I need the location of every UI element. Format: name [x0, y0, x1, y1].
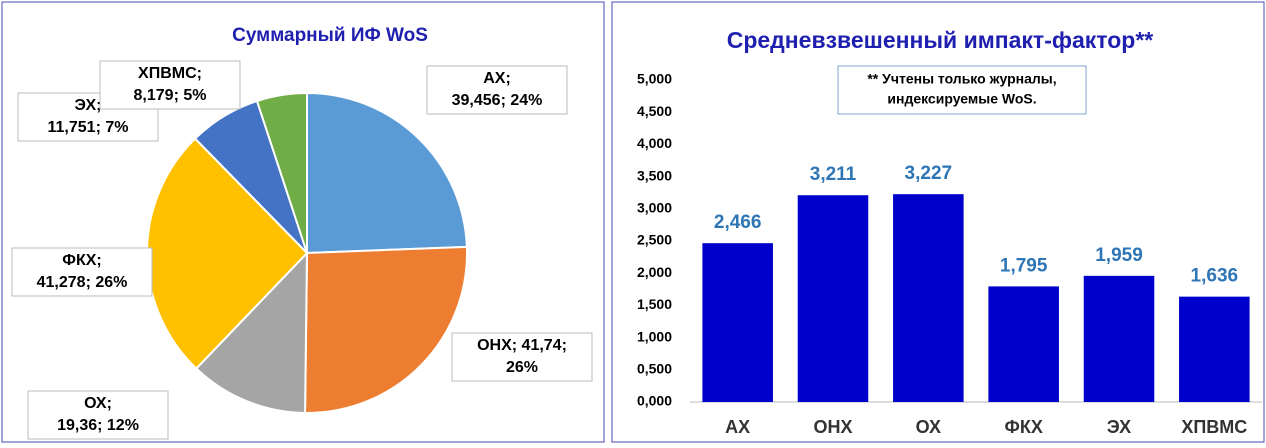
- bar: [702, 243, 773, 402]
- bar: [1179, 296, 1250, 402]
- bar: [893, 194, 964, 402]
- x-tick-label: ЭХ: [1107, 417, 1131, 437]
- pie-slice: [304, 245, 468, 414]
- data-label: ОНХ; 41,74;: [477, 337, 567, 354]
- x-tick-label: ОХ: [916, 417, 941, 437]
- data-label: 19,36; 12%: [57, 417, 139, 434]
- bar: [1083, 275, 1155, 402]
- label-box: [11, 247, 153, 297]
- annotation: ** Учтены только журналы,: [867, 71, 1056, 87]
- x-tick-label: ХПВМС: [1181, 417, 1247, 437]
- label-box: [451, 332, 593, 382]
- y-tick-label: 2,500: [637, 232, 672, 248]
- data-label: ОХ;: [84, 395, 112, 412]
- y-tick-label: 4,500: [637, 103, 672, 119]
- x-tick-label: ФКХ: [1004, 417, 1042, 437]
- y-tick-label: 0,000: [637, 393, 672, 409]
- bar: [797, 195, 869, 402]
- y-tick-label: 2,000: [637, 264, 672, 280]
- pie-slice: [194, 250, 309, 415]
- y-tick-label: 0,500: [637, 361, 672, 377]
- data-label: ФКХ;: [62, 252, 101, 269]
- annotation-box: [837, 65, 1087, 115]
- data-label: 1,636: [1191, 266, 1239, 287]
- data-label: 1,795: [1000, 255, 1048, 276]
- x-tick-label: ОНХ: [813, 417, 852, 437]
- pie-title: Суммарный ИФ WoS: [232, 25, 428, 46]
- data-label: 2,466: [714, 212, 762, 233]
- bar-title: Средневзвешенный импакт-фактор**: [727, 27, 1154, 53]
- label-box: [426, 65, 568, 115]
- data-label: 3,211: [810, 164, 857, 185]
- pie-slice: [255, 91, 308, 254]
- data-label: 26%: [506, 359, 538, 376]
- y-tick-label: 1,500: [637, 296, 672, 312]
- annotation: индексируемые WoS.: [887, 91, 1036, 107]
- data-label: 41,278; 26%: [37, 274, 128, 291]
- y-tick-label: 3,500: [637, 167, 672, 183]
- y-tick-label: 3,000: [637, 200, 672, 216]
- bar: [988, 286, 1059, 402]
- x-tick-label: АХ: [725, 417, 750, 437]
- y-tick-label: 1,000: [637, 328, 672, 344]
- data-label: 1,959: [1095, 245, 1143, 266]
- data-label: ХПВМС;: [138, 65, 202, 82]
- y-tick-label: 4,000: [637, 135, 672, 151]
- data-label: АХ;: [483, 70, 511, 87]
- data-label: 8,179; 5%: [134, 87, 207, 104]
- label-box: [99, 60, 241, 110]
- data-label: 39,456; 24%: [452, 92, 543, 109]
- pie-slice: [306, 91, 468, 255]
- data-label: ЭХ;: [75, 97, 102, 114]
- data-label: 3,227: [905, 163, 953, 184]
- y-tick-label: 5,000: [637, 71, 672, 87]
- data-label: 11,751; 7%: [48, 119, 129, 136]
- label-box: [27, 390, 169, 440]
